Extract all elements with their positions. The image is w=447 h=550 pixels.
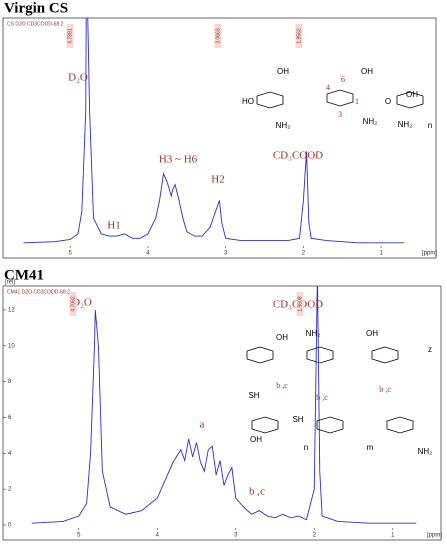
peak-label-box xyxy=(66,24,74,48)
spectrum-line xyxy=(23,18,405,244)
peak-annotation: CD₃COOD xyxy=(273,150,323,162)
x-tick-label: 4 xyxy=(156,533,160,539)
structure-label: n xyxy=(428,121,432,130)
structure-label: HO xyxy=(242,97,254,106)
y-tick-label: 2 xyxy=(8,487,12,493)
structure-label: 4 xyxy=(326,83,330,92)
structure-label: n xyxy=(304,443,308,452)
x-unit: [ppm] xyxy=(427,533,442,539)
x-tick-label: 5 xyxy=(77,533,81,539)
peak-annotation: b ,c xyxy=(249,486,265,498)
structure-ring xyxy=(326,89,354,107)
x-tick-label: 2 xyxy=(302,251,306,257)
spectrum-label: CS D2O CD3COOD-68 2 xyxy=(7,21,64,27)
y-unit: [rel] xyxy=(5,280,15,286)
peak-label: 1.9562 xyxy=(296,28,302,44)
peak-label-box xyxy=(69,292,77,316)
structure-label: NH₂ xyxy=(418,447,433,456)
structure-label: NH₂ xyxy=(363,117,378,126)
panel-title: Virgin CS xyxy=(4,0,68,16)
y-tick-label: 8 xyxy=(8,379,12,385)
structure-label: NH₂ xyxy=(398,120,413,129)
structure-label: 3 xyxy=(338,110,342,119)
x-tick-label: 2 xyxy=(313,533,317,539)
x-tick-label: 1 xyxy=(391,533,395,539)
structure-label: SH xyxy=(248,391,259,400)
y-tick-label: 10 xyxy=(8,343,15,349)
peak-label: 4.7881 xyxy=(67,28,73,44)
structure-label: NH₂ xyxy=(276,121,291,130)
peak-label: 3.0663 xyxy=(215,28,221,44)
structure-label: O xyxy=(385,97,391,106)
x-tick-label: 5 xyxy=(69,251,73,257)
spectrum-line xyxy=(31,286,417,524)
peak-label-box xyxy=(214,24,222,48)
structure-label: 6 xyxy=(341,75,345,84)
structure-label: OH xyxy=(250,435,262,444)
structure-ring xyxy=(386,416,414,434)
structure-label: NH₂ xyxy=(306,329,321,338)
peak-label: 4.7062 xyxy=(70,296,76,312)
structure-label: z xyxy=(428,345,432,354)
y-tick-label: 6 xyxy=(8,415,12,421)
structure-label: 1 xyxy=(355,97,359,106)
peak-annotation: D₂O xyxy=(72,297,92,309)
peak-annotation: H3 ~ H6 xyxy=(159,154,198,166)
structure-ring xyxy=(251,416,279,434)
x-tick-label: 1 xyxy=(379,251,383,257)
x-tick-label: 4 xyxy=(146,251,150,257)
peak-annotation: a xyxy=(200,419,205,431)
x-tick-label: 3 xyxy=(234,533,238,539)
structure-ring xyxy=(396,91,424,109)
peak-label-box xyxy=(295,24,303,48)
panel-frame xyxy=(2,17,437,259)
structure-label: b ,c xyxy=(379,385,391,394)
x-unit: [ppm] xyxy=(422,251,437,257)
peak-annotation: H2 xyxy=(211,174,224,186)
structure-label: b ,c xyxy=(276,381,288,390)
structure-ring xyxy=(316,416,344,434)
structure-label: OH xyxy=(406,90,418,99)
x-tick-label: 3 xyxy=(224,251,228,257)
structure-ring xyxy=(256,91,284,109)
y-tick-label: 12 xyxy=(8,308,15,314)
spectrum-label: CM41 D2O CD3COOD-68 2 xyxy=(7,289,70,295)
structure-label: OH xyxy=(361,67,373,76)
peak-annotation: D₂O xyxy=(68,72,88,84)
peak-annotation: H1 xyxy=(107,220,120,232)
structure-label: SH xyxy=(292,415,303,424)
peak-label-box xyxy=(296,292,304,316)
structure-ring xyxy=(306,346,334,364)
peak-label: 1.9608 xyxy=(297,296,303,312)
structure-ring xyxy=(371,346,399,364)
structure-ring xyxy=(246,346,274,364)
structure-label: OH xyxy=(366,329,378,338)
structure-label: OH xyxy=(276,333,288,342)
y-tick-label: 0 xyxy=(8,523,12,529)
structure-label: m xyxy=(367,443,374,452)
panel-frame xyxy=(2,285,442,541)
structure-label: OH xyxy=(277,67,289,76)
structure-label: b ,c xyxy=(316,393,328,402)
y-tick-label: 4 xyxy=(8,451,12,457)
panel-title: CM41 xyxy=(4,267,44,283)
